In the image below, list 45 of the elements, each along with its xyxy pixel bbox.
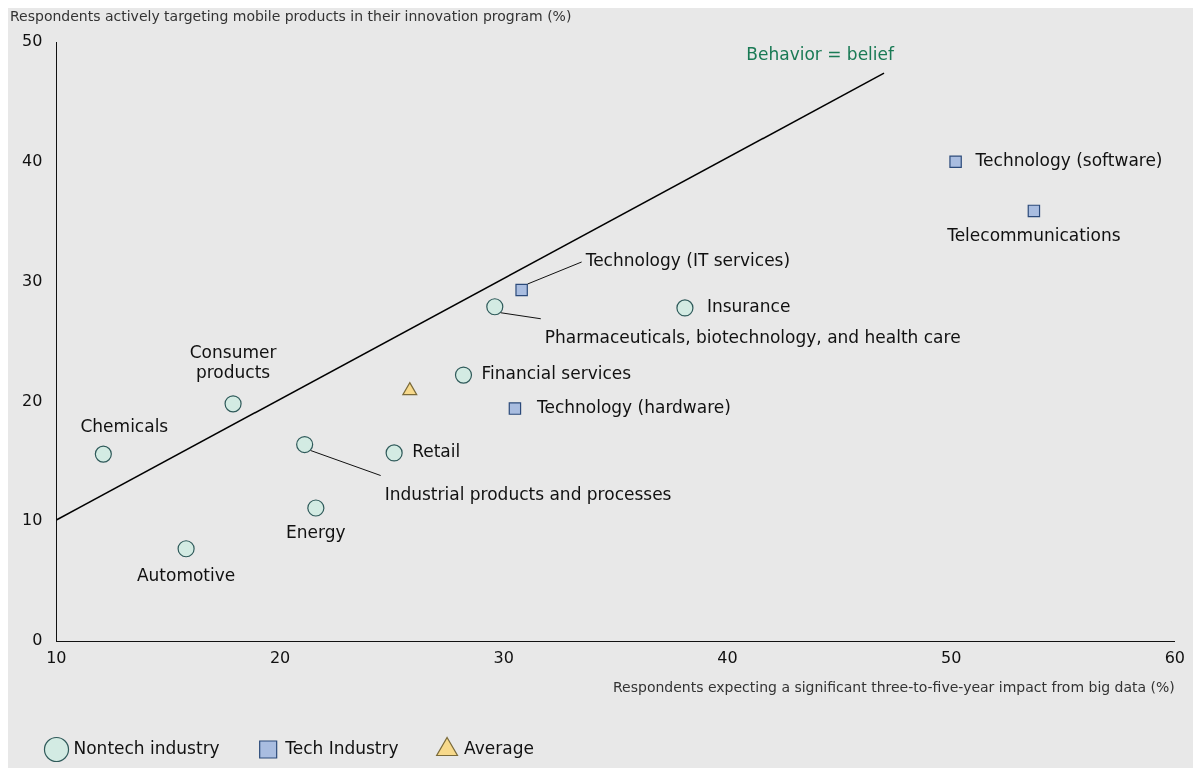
y-tick-label: 10	[22, 510, 43, 530]
y-tick-label: 40	[22, 150, 43, 170]
y-axis-title: Respondents actively targeting mobile products in their innovation program (%)	[10, 7, 572, 24]
point	[307, 499, 325, 517]
x-axis-title: Respondents expecting a significant three-to-five-year impact from big data (%)	[613, 679, 1175, 696]
data-label: Industrial products and processes	[384, 483, 672, 504]
point	[1027, 204, 1041, 218]
data-label: Technology (software)	[974, 150, 1163, 171]
y-tick-label: 0	[32, 630, 43, 650]
point	[515, 283, 528, 297]
data-label: Technology (IT services)	[584, 250, 791, 271]
y-tick-label: 20	[22, 390, 43, 410]
y-tick-label: 30	[22, 270, 43, 290]
data-label: Financial services	[481, 363, 632, 384]
data-label: Pharmaceuticals, biotechnology, and health care	[544, 327, 961, 348]
data-label: Automotive	[136, 565, 236, 586]
point	[296, 435, 314, 454]
data-label: Telecommunications	[946, 225, 1121, 246]
x-tick-label: 10	[46, 647, 67, 667]
point	[177, 540, 195, 558]
x-tick-label: 30	[493, 647, 514, 667]
data-label: Energy	[286, 522, 346, 543]
point	[94, 445, 112, 463]
data-label: Consumer products	[189, 342, 277, 383]
legend-label: Nontech industry	[73, 737, 220, 758]
x-tick-label: 40	[717, 647, 738, 667]
y-tick-label: 50	[22, 31, 43, 51]
point	[676, 299, 694, 317]
point	[454, 366, 473, 384]
x-tick-label: 20	[269, 647, 291, 667]
point	[486, 298, 504, 316]
point	[949, 155, 962, 169]
point	[402, 382, 418, 396]
data-label: Insurance	[706, 296, 791, 317]
x-tick-label: 50	[940, 647, 962, 667]
legend-label: Average	[464, 737, 534, 758]
data-label: Chemicals	[80, 415, 169, 436]
point	[224, 395, 242, 413]
legend-label: Tech Industry	[284, 737, 399, 758]
data-label: Technology (hardware)	[535, 397, 731, 418]
data-label: Retail	[412, 441, 461, 462]
x-tick-label: 60	[1164, 647, 1185, 667]
point	[385, 444, 403, 462]
annotation: Behavior = belief	[746, 43, 896, 64]
point	[508, 402, 522, 415]
